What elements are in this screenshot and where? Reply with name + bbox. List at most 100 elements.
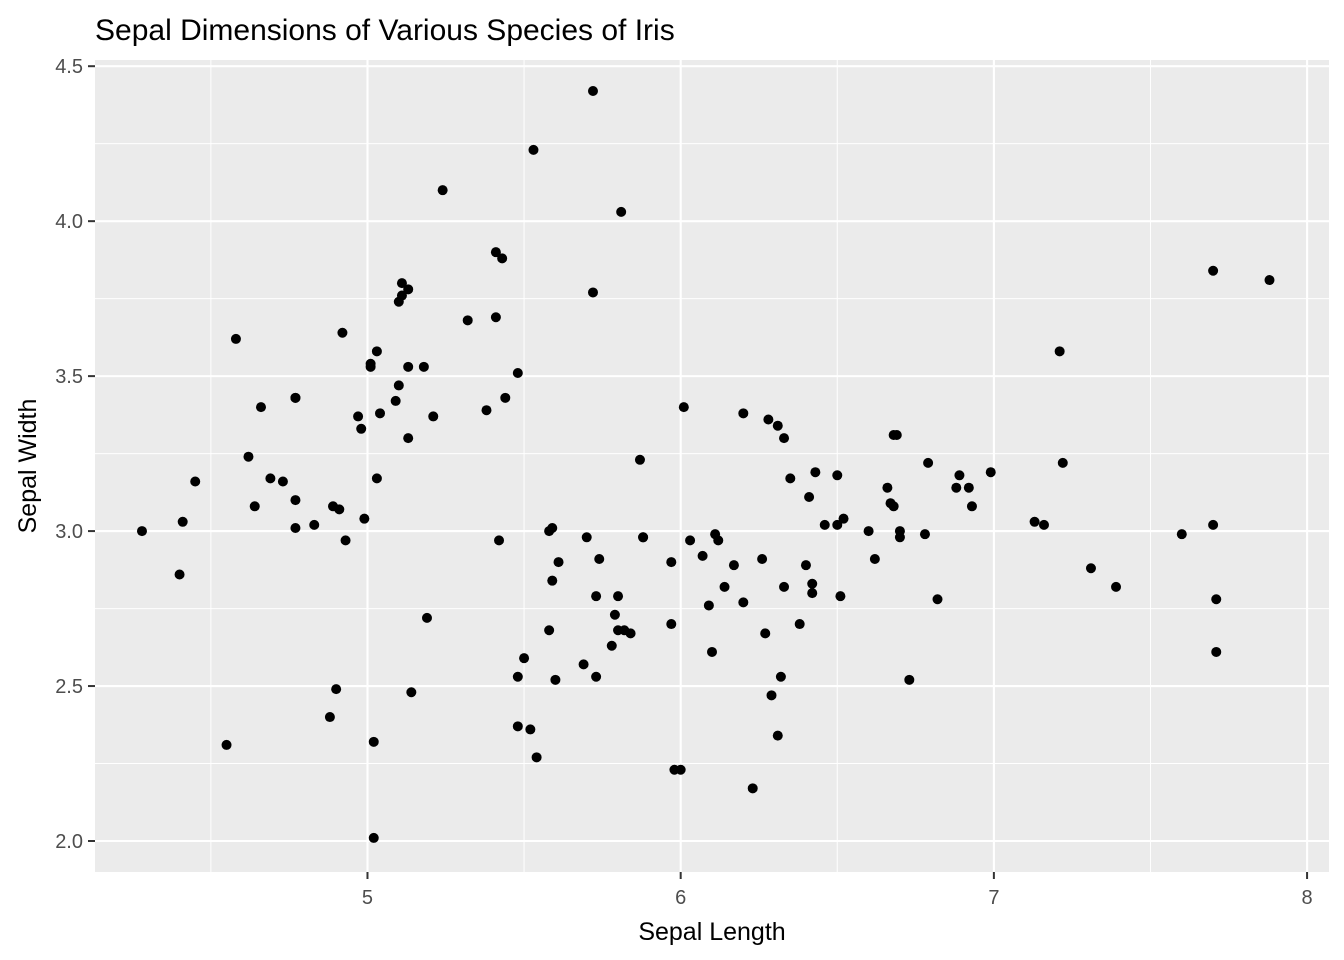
data-point [1176, 529, 1187, 540]
data-point [368, 736, 379, 747]
x-axis: 5 6 7 8 [362, 872, 1313, 909]
data-point [775, 671, 786, 682]
data-point [772, 730, 783, 741]
data-point [810, 467, 821, 478]
data-point [835, 591, 846, 602]
data-point [1057, 457, 1068, 468]
data-point [136, 526, 147, 537]
data-point [375, 408, 386, 419]
data-point [819, 519, 830, 530]
data-point [340, 535, 351, 546]
data-point [290, 392, 301, 403]
data-point [685, 535, 696, 546]
data-point [863, 526, 874, 537]
data-point [794, 619, 805, 630]
y-tick-label: 4.0 [55, 211, 83, 233]
data-point [371, 473, 382, 484]
data-point [544, 625, 555, 636]
data-point [1208, 519, 1219, 530]
data-point [807, 578, 818, 589]
data-point [490, 312, 501, 323]
data-point [390, 395, 401, 406]
data-point [785, 473, 796, 484]
data-point [760, 628, 771, 639]
y-tick-label: 4.5 [55, 56, 83, 78]
data-point [421, 612, 432, 623]
data-point [1085, 563, 1096, 574]
data-point [337, 327, 348, 338]
data-point [625, 628, 636, 639]
data-point [591, 591, 602, 602]
data-point [309, 519, 320, 530]
y-tick-label: 2.5 [55, 676, 83, 698]
data-point [265, 473, 276, 484]
data-point [678, 402, 689, 413]
data-point [550, 674, 561, 685]
data-point [772, 420, 783, 431]
data-point [512, 721, 523, 732]
data-point [290, 495, 301, 506]
data-point [800, 560, 811, 571]
data-point [462, 315, 473, 326]
major-gridlines [95, 60, 1329, 872]
data-point [634, 454, 645, 465]
data-point [403, 433, 414, 444]
data-point [553, 557, 564, 568]
data-point [1211, 646, 1222, 657]
x-tick-label: 7 [988, 887, 999, 909]
data-point [591, 671, 602, 682]
data-point [587, 287, 598, 298]
data-point [738, 408, 749, 419]
data-point [1038, 519, 1049, 530]
data-point [481, 405, 492, 416]
data-point [243, 451, 254, 462]
chart-title: Sepal Dimensions of Various Species of I… [95, 14, 675, 47]
data-point [1054, 346, 1065, 357]
data-point [255, 402, 266, 413]
data-point [393, 380, 404, 391]
data-point [894, 526, 905, 537]
data-point [747, 783, 758, 794]
data-point [353, 411, 364, 422]
data-point [804, 491, 815, 502]
data-point [437, 185, 448, 196]
data-point [891, 430, 902, 441]
data-point [528, 144, 539, 155]
data-point [525, 724, 536, 735]
data-point [1029, 516, 1040, 527]
data-point [403, 361, 414, 372]
y-axis-title: Sepal Width [14, 399, 42, 534]
data-point [494, 535, 505, 546]
data-point [500, 392, 511, 403]
data-point [609, 609, 620, 620]
data-point [675, 764, 686, 775]
data-point [324, 712, 335, 723]
data-point [249, 501, 260, 512]
y-tick-label: 2.0 [55, 831, 83, 853]
data-point [396, 290, 407, 301]
data-point [356, 423, 367, 434]
y-axis: 2.0 2.5 3.0 3.5 4.0 4.5 [55, 56, 95, 853]
data-point [985, 467, 996, 478]
data-point [594, 553, 605, 564]
data-point [581, 532, 592, 543]
data-point [807, 588, 818, 599]
data-point [190, 476, 201, 487]
data-point [882, 482, 893, 493]
data-point [838, 513, 849, 524]
data-point [1208, 265, 1219, 276]
x-tick-label: 5 [362, 887, 373, 909]
data-point [779, 581, 790, 592]
data-point [221, 739, 232, 750]
data-point [368, 832, 379, 843]
data-point [697, 550, 708, 561]
data-point [763, 414, 774, 425]
data-point [490, 247, 501, 258]
data-points [136, 85, 1275, 843]
data-point [230, 333, 241, 344]
data-point [519, 653, 530, 664]
data-point [613, 591, 624, 602]
y-tick-label: 3.5 [55, 366, 83, 388]
data-point [497, 253, 508, 264]
